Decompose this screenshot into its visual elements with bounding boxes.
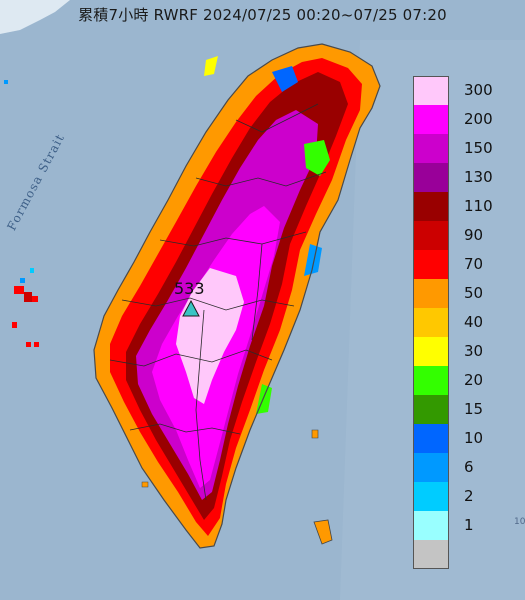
county-boundaries <box>109 103 327 501</box>
penghu-rain-3 <box>32 296 38 302</box>
legend-swatch <box>413 134 449 163</box>
legend-swatch <box>413 453 449 482</box>
max-rainfall-value: 533 <box>174 279 205 298</box>
county-line-4 <box>121 297 295 311</box>
legend-swatch <box>413 163 449 192</box>
rainfall-field <box>94 44 380 548</box>
legend-label: 50 <box>464 284 484 302</box>
legend-label: 1 <box>464 516 474 534</box>
penghu-rain-7 <box>26 342 31 347</box>
legend-label: 90 <box>464 226 484 244</box>
legend-swatch <box>413 308 449 337</box>
legend-swatch <box>413 105 449 134</box>
taiwan-coastline <box>93 43 381 549</box>
county-line-1 <box>235 103 319 133</box>
rainfall-zone-6-east <box>304 244 322 276</box>
penghu-rain-5 <box>30 268 34 273</box>
legend-label: 15 <box>464 400 484 418</box>
rainfall-legend: 300 200 150 130 110 90 70 50 40 30 20 15 10 6 2 1 <box>413 76 523 570</box>
penghu-rain-4 <box>20 278 25 283</box>
legend-label: 130 <box>464 168 493 186</box>
ludao-island <box>311 429 319 439</box>
offshore-islands <box>4 80 333 545</box>
penghu-rain-1 <box>14 286 24 294</box>
legend-label: 10 <box>464 429 484 447</box>
legend-label: 2 <box>464 487 474 505</box>
legend-swatch <box>413 250 449 279</box>
legend-label: 150 <box>464 139 493 157</box>
legend-swatch <box>413 395 449 424</box>
rainfall-zone-20-north <box>304 140 330 176</box>
legend-label: 200 <box>464 110 493 128</box>
penghu-rain-8 <box>34 342 39 347</box>
legend-swatch <box>413 221 449 250</box>
matsu-rain <box>4 80 8 84</box>
legend-swatch <box>413 540 449 569</box>
rainfall-zone-300 <box>176 268 244 404</box>
lanyu-island <box>313 519 333 545</box>
legend-label: 20 <box>464 371 484 389</box>
max-rainfall-marker <box>182 299 200 317</box>
county-line-8 <box>251 243 263 341</box>
legend-label: 6 <box>464 458 474 476</box>
legend-label: 70 <box>464 255 484 273</box>
corner-grid-label: 10 <box>514 517 525 527</box>
legend-swatch <box>413 424 449 453</box>
xiaoliuqiu-island <box>141 481 149 488</box>
county-line-3 <box>159 231 307 247</box>
legend-swatch <box>413 192 449 221</box>
legend-label: 30 <box>464 342 484 360</box>
penghu-rain-2 <box>24 292 32 302</box>
map-title: 累積7小時 RWRF 2024/07/25 00:20~07/25 07:20 <box>78 6 447 24</box>
county-line-2 <box>195 171 327 187</box>
county-line-6 <box>129 423 241 435</box>
legend-swatch <box>413 482 449 511</box>
legend-swatch <box>413 511 449 540</box>
county-line-5 <box>109 349 273 367</box>
legend-swatch <box>413 337 449 366</box>
penghu-rain-6 <box>12 322 17 328</box>
rainfall-zone-10-north <box>272 66 298 92</box>
legend-swatch <box>413 76 449 105</box>
legend-label: 300 <box>464 81 493 99</box>
rainfall-zone-30-west <box>204 56 218 76</box>
legend-swatch <box>413 366 449 395</box>
legend-label: 110 <box>464 197 493 215</box>
county-line-7 <box>195 309 207 501</box>
mainland-coast <box>0 0 70 34</box>
legend-swatch <box>413 279 449 308</box>
legend-label: 40 <box>464 313 484 331</box>
